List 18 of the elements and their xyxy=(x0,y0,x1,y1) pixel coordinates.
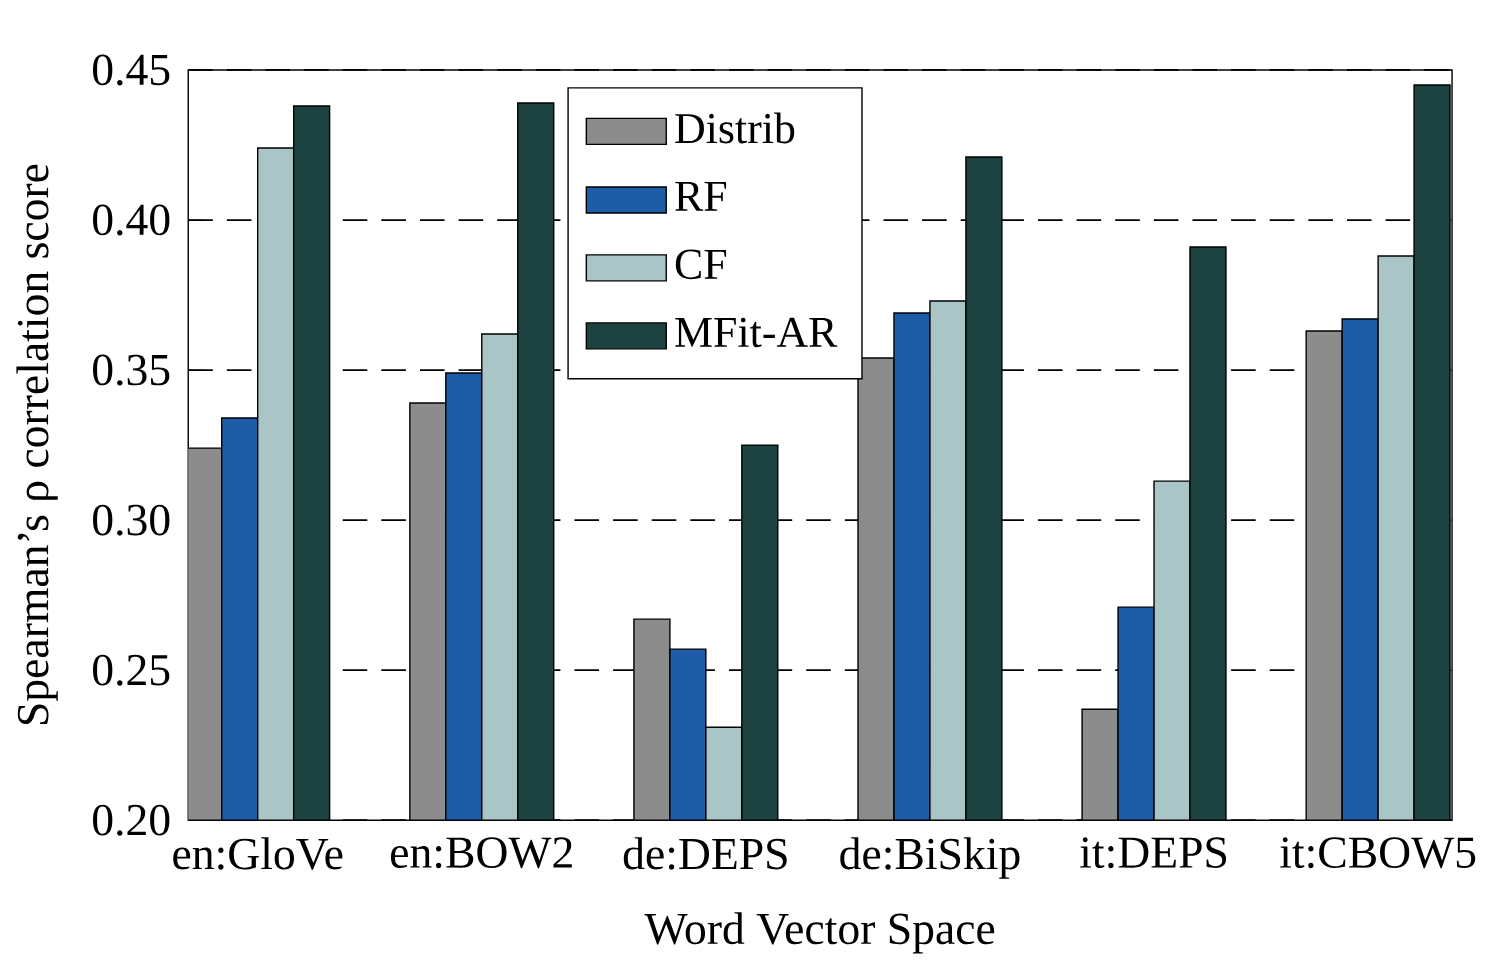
y-tick-label: 0.30 xyxy=(93,504,170,536)
x-tick-label: en:BOW2 xyxy=(390,837,572,869)
legend-label: Distrib xyxy=(675,112,795,144)
legend-label: CF xyxy=(675,249,727,280)
y-axis-title: Spearman’s ρ correlation score xyxy=(16,164,58,725)
y-tick-label: 0.35 xyxy=(93,354,170,386)
y-tick-label: 0.40 xyxy=(93,204,170,236)
x-tick-label: it:DEPS xyxy=(1080,837,1227,869)
x-axis-title: Word Vector Space xyxy=(644,912,995,954)
legend-label: MFit-AR xyxy=(675,317,838,348)
y-tick-label: 0.25 xyxy=(93,654,170,686)
y-tick-label: 0.20 xyxy=(93,804,170,836)
x-tick-label: it:CBOW5 xyxy=(1280,837,1476,869)
x-tick-label: de:DEPS xyxy=(623,837,787,870)
legend-label: RF xyxy=(675,181,727,211)
x-tick-label: en:GloVe xyxy=(173,837,343,870)
y-tick-label: 0.45 xyxy=(93,54,170,86)
x-tick-label: de:BiSkip xyxy=(840,837,1020,879)
